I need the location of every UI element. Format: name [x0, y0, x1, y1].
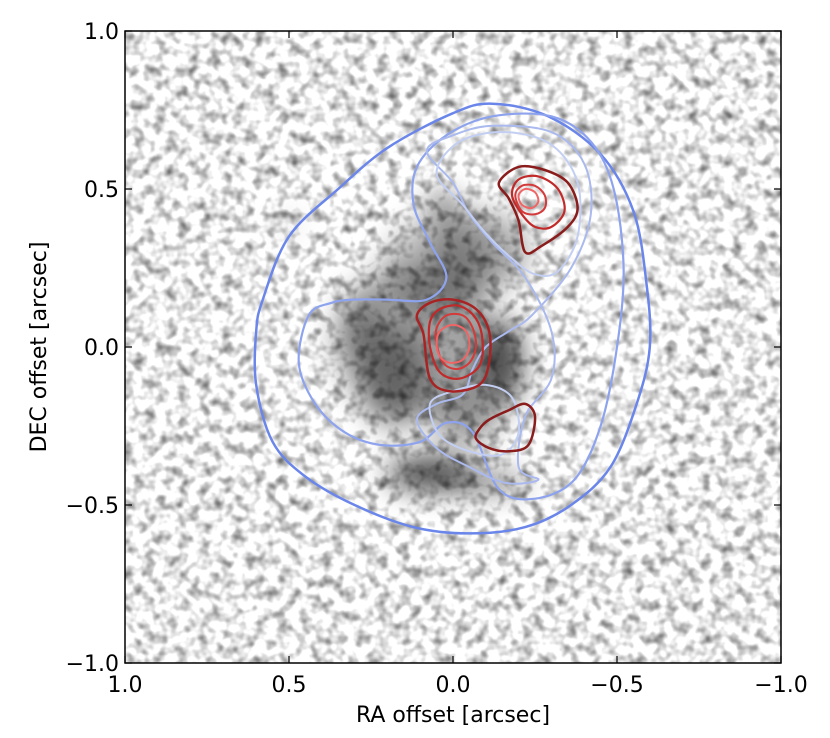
- axis-ticks: 1.0 0.5 0.0 −0.5 −1.01.00.50.0−0.5−1.0: [66, 20, 808, 698]
- contour-line-4: [428, 383, 521, 457]
- image-noise: [125, 31, 781, 663]
- contour-line-3: [435, 131, 582, 277]
- grayscale-image: [125, 31, 781, 663]
- x-axis-label: RA offset [arcsec]: [356, 703, 550, 728]
- contour-line-12: [514, 183, 548, 216]
- y-tick-label-4: −1.0: [66, 652, 119, 677]
- y-tick-label-2: 0.0: [84, 336, 119, 361]
- contour-layer: [253, 102, 652, 535]
- contour-line-6: [427, 304, 484, 380]
- y-tick-label-0: 1.0: [84, 20, 119, 45]
- x-tick-label-2: 0.0: [436, 673, 471, 698]
- contour-line-13: [517, 187, 540, 210]
- contour-line-10: [497, 164, 579, 255]
- contour-line-8: [435, 323, 471, 364]
- contour-line-0: [253, 102, 652, 535]
- contour-line-1: [297, 112, 625, 501]
- contour-line-9: [474, 402, 537, 453]
- contour-line-2: [415, 124, 593, 485]
- contour-line-5: [415, 298, 492, 393]
- contour-line-11: [510, 174, 566, 230]
- x-tick-label-3: −0.5: [590, 673, 643, 698]
- x-tick-label-1: 0.5: [272, 673, 307, 698]
- x-tick-label-4: −1.0: [754, 673, 807, 698]
- y-axis-label: DEC offset [arcsec]: [27, 242, 52, 453]
- y-tick-label-1: 0.5: [84, 178, 119, 203]
- x-tick-label-0: 1.0: [108, 673, 143, 698]
- y-tick-label-3: −0.5: [66, 494, 119, 519]
